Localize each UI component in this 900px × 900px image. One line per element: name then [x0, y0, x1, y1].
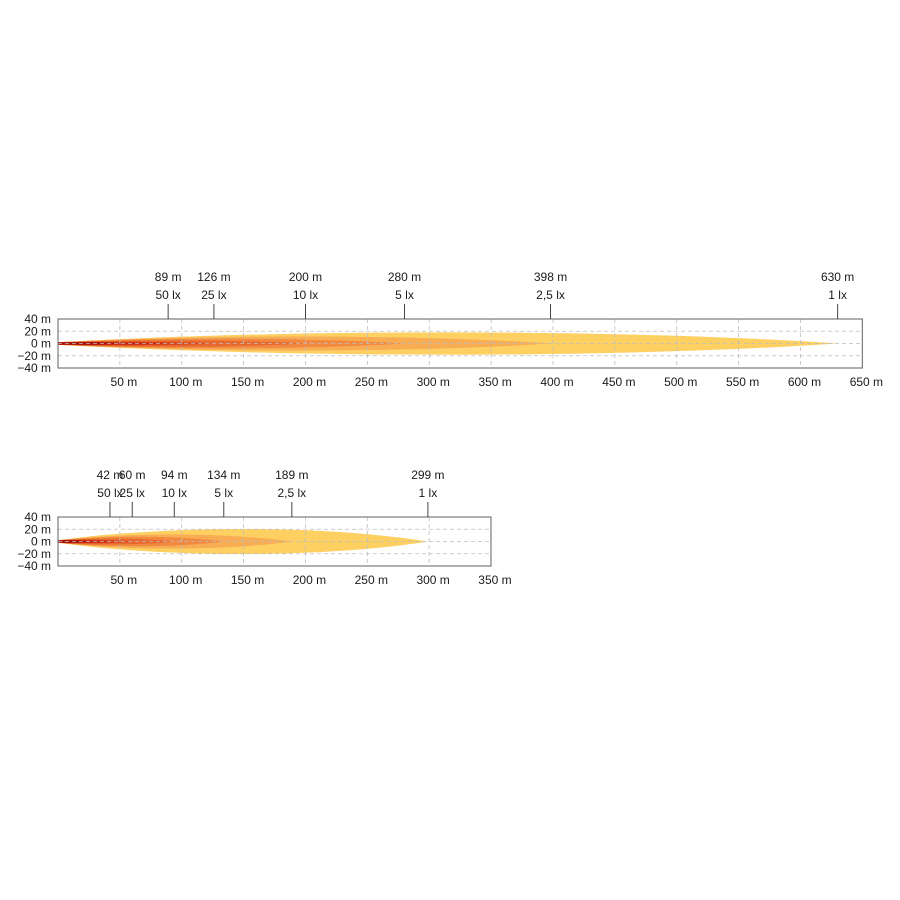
isolux-distance-label: 630 m [821, 270, 854, 284]
isolux-lux-label: 25 lx [120, 486, 145, 500]
isolux-distance-label: 200 m [289, 270, 322, 284]
isolux-lux-label: 5 lx [395, 288, 414, 302]
y-tick-label: −20 m [17, 547, 51, 561]
beam-chart-narrow: 40 m20 m0 m−20 m−40 m 50 m 100 m 150 m 200 m… [17, 468, 511, 587]
isolux-lux-label: 2,5 lx [536, 288, 565, 302]
x-tick-label: 100 m [169, 375, 202, 389]
plot-frame [57, 516, 492, 567]
isolux-distance-label: 42 m [97, 468, 124, 482]
isolux-distance-label: 299 m [411, 468, 444, 482]
y-tick-label: 20 m [24, 324, 51, 338]
x-tick-label: 650 m [850, 375, 883, 389]
y-tick-label: 20 m [24, 522, 51, 536]
isolux-lux-label: 5 lx [214, 486, 233, 500]
isolux-lux-label: 2,5 lx [277, 486, 306, 500]
isolux-distance-label: 94 m [161, 468, 188, 482]
plot-frame [57, 318, 863, 369]
x-tick-label: 300 m [416, 573, 449, 587]
isolux-distance-label: 398 m [534, 270, 567, 284]
isolux-lux-label: 25 lx [201, 288, 226, 302]
isolux-lux-label: 10 lx [293, 288, 318, 302]
beam-chart-wide: 40 m20 m0 m−20 m−40 m 50 m 100 m 150 m 200 m… [17, 270, 883, 389]
isolux-lux-label: 10 lx [162, 486, 187, 500]
y-tick-label: 40 m [24, 312, 51, 326]
x-tick-label: 200 m [293, 573, 326, 587]
x-tick-label: 250 m [355, 375, 388, 389]
isolux-distance-label: 134 m [207, 468, 240, 482]
isolux-lux-label: 50 lx [97, 486, 122, 500]
isolux-distance-label: 60 m [119, 468, 146, 482]
isolux-distance-label: 126 m [197, 270, 230, 284]
x-tick-label: 300 m [417, 375, 450, 389]
isolux-distance-label: 280 m [388, 270, 421, 284]
isolux-distance-label: 189 m [275, 468, 308, 482]
x-tick-label: 50 m [111, 573, 138, 587]
x-tick-label: 350 m [478, 375, 511, 389]
x-tick-label: 400 m [540, 375, 573, 389]
x-tick-label: 250 m [355, 573, 388, 587]
y-tick-label: 40 m [24, 510, 51, 524]
isolux-distance-label: 89 m [155, 270, 182, 284]
y-tick-label: −40 m [17, 361, 51, 375]
x-tick-label: 550 m [726, 375, 759, 389]
x-tick-label: 200 m [293, 375, 326, 389]
x-tick-label: 450 m [602, 375, 635, 389]
x-tick-label: 350 m [478, 573, 511, 587]
y-tick-label: −20 m [17, 349, 51, 363]
x-tick-label: 50 m [111, 375, 138, 389]
y-tick-label: 0 m [31, 535, 51, 549]
isolux-lux-label: 1 lx [828, 288, 847, 302]
y-tick-label: −40 m [17, 559, 51, 573]
isolux-lux-label: 50 lx [155, 288, 180, 302]
x-tick-label: 150 m [231, 573, 264, 587]
isolux-lux-label: 1 lx [419, 486, 438, 500]
x-tick-label: 150 m [231, 375, 264, 389]
x-tick-label: 100 m [169, 573, 202, 587]
x-tick-label: 600 m [788, 375, 821, 389]
y-tick-label: 0 m [31, 337, 51, 351]
x-tick-label: 500 m [664, 375, 697, 389]
